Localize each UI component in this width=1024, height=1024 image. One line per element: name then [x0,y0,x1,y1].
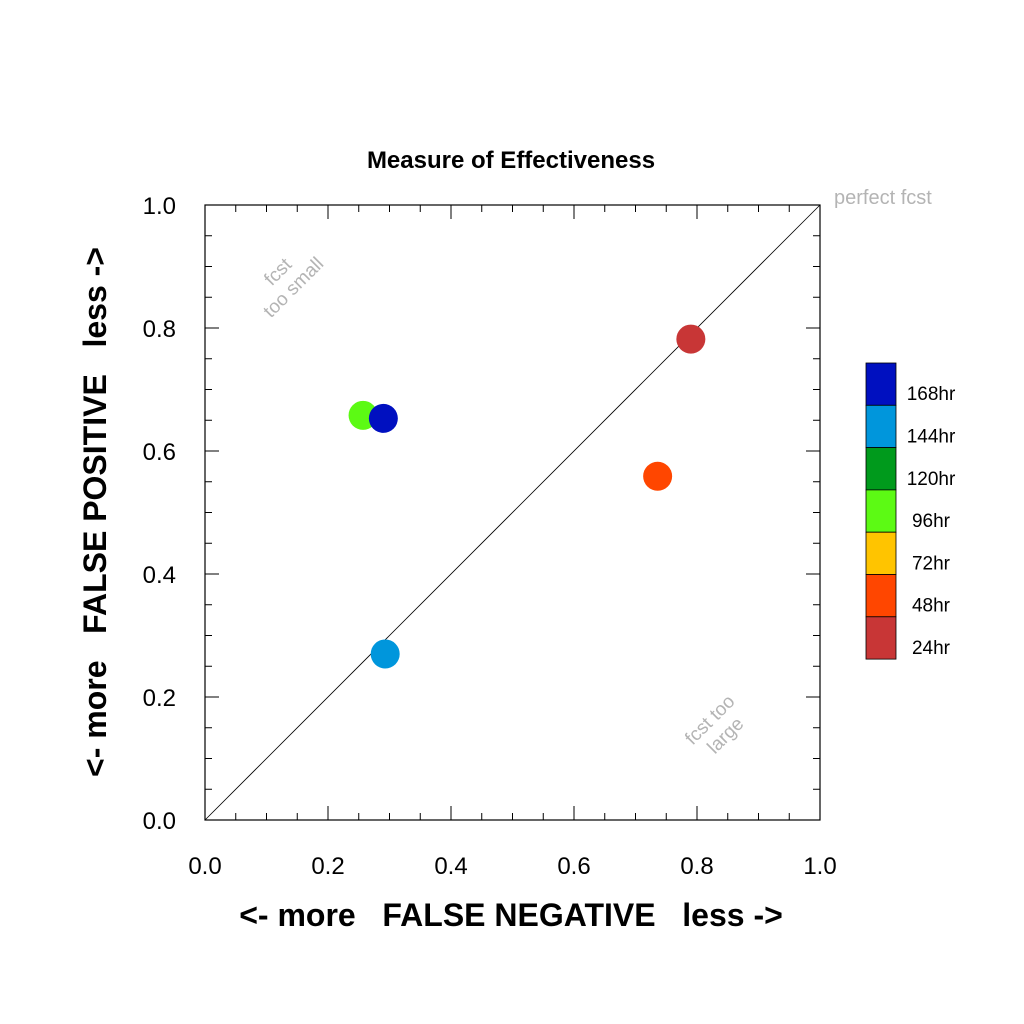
legend: 168hr 144hr 120hr 96hr 72hr 48hr 24hr [865,362,956,660]
legend-label: 96hr [912,511,951,532]
perfect-forecast-diagonal [204,204,821,821]
legend-swatch [865,531,897,575]
y-tick-label: 0.4 [143,562,176,589]
legend-label: 120hr [907,469,956,490]
x-tick-label: 0.0 [188,853,221,880]
y-tick-label: 0.2 [143,685,176,712]
legend-label: 168hr [907,384,956,405]
chart-title: Measure of Effectiveness [367,147,655,174]
x-tick-label: 0.4 [434,853,467,880]
annotation-too-small-line2: too small [260,254,329,323]
legend-label: 72hr [912,553,951,574]
x-tick-label: 1.0 [803,853,836,880]
legend-swatch [865,616,897,660]
tick-labels: 0.0 0.2 0.4 0.6 0.8 1.0 0.0 0.2 0.4 0.6 0.8 1.0 [143,193,837,880]
y-tick-label: 0.6 [143,439,176,466]
y-tick-label: 0.0 [143,808,176,835]
data-point [643,461,673,491]
legend-swatch [865,404,897,448]
x-tick-label: 0.8 [680,853,713,880]
x-tick-label: 0.2 [311,853,344,880]
data-point [370,639,400,669]
annotation-too-large: fcst too large [681,691,748,758]
annotation-too-small: fcst too small [260,254,329,323]
data-points [348,324,706,669]
legend-swatch [865,447,897,491]
legend-label: 48hr [912,596,951,617]
axis-ticks [204,204,821,821]
y-tick-label: 0.8 [143,316,176,343]
legend-label: 24hr [912,638,951,659]
legend-swatch [865,574,897,618]
y-tick-label: 1.0 [143,193,176,220]
data-point [676,324,706,354]
legend-swatch [865,362,897,406]
x-axis-label: <- more FALSE NEGATIVE less -> [239,897,783,933]
x-tick-label: 0.6 [557,853,590,880]
annotation-perfect-fcst: perfect fcst [834,187,932,209]
y-axis-label: <- more FALSE POSITIVE less -> [77,247,113,777]
legend-swatch [865,489,897,533]
legend-label: 144hr [907,426,956,447]
data-point [368,403,398,433]
